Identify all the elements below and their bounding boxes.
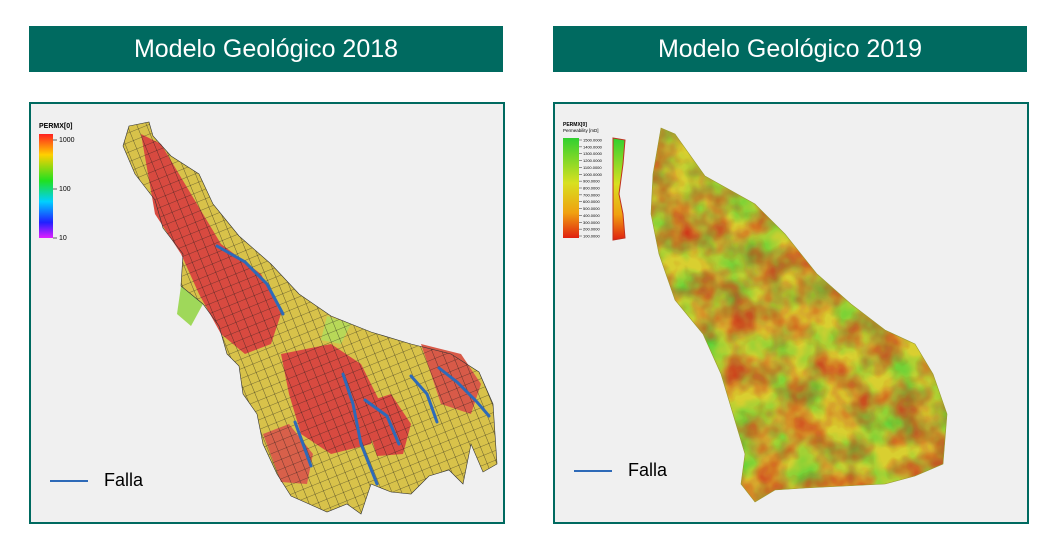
faults-2018 [215, 244, 491, 486]
colorbar-tick-2018-0: 1000 [59, 137, 75, 144]
fault-line [409, 374, 439, 424]
model-2019-map: PERMX[0] Permeability [mD] 1500.00001400… [563, 122, 948, 503]
header-2019: Modelo Geológico 2019 [553, 26, 1027, 72]
legend-label-2018: Falla [104, 470, 144, 490]
colorbar-tick-2019: 1100.0000 [583, 165, 602, 170]
colorbar-tick-2019: 600.0000 [583, 199, 600, 204]
header-2018: Modelo Geológico 2018 [29, 26, 503, 72]
fault-line [363, 398, 401, 446]
colorbar-sublabel-2019: Permeability [mD] [563, 128, 599, 133]
legend-2019: Falla [574, 460, 667, 481]
reservoir-outline-2019 [650, 127, 948, 503]
colorbar-label-2019: PERMX[0] [563, 122, 587, 128]
fault-line [215, 244, 285, 316]
colorbar-tick-2019: 100.0000 [583, 234, 600, 239]
colorbar-tick-2019: 1000.0000 [583, 172, 603, 177]
colorbar-tick-2019: 900.0000 [583, 179, 600, 184]
colorbar-tick-2019: 400.0000 [583, 213, 600, 218]
colorbar-2019 [563, 138, 579, 238]
fault-line [341, 372, 379, 486]
fault-line-swatch [50, 479, 88, 482]
colorbar-label-2018: PERMX[0] [39, 123, 72, 130]
model-2018-map: PERMX[0] 1000 100 10 [39, 121, 498, 515]
panel-model-2019: PERMX[0] Permeability [mD] 1500.0000 1400… [553, 102, 1029, 524]
colorbar-tick-2019: 1300.0000 [583, 151, 603, 156]
fault-line [293, 420, 313, 468]
histogram-2019 [612, 137, 626, 241]
fault-line-swatch [574, 469, 612, 472]
colorbar-tick-2019: 500.0000 [583, 206, 600, 211]
colorbar-tick-2019: 800.0000 [583, 186, 600, 191]
colorbar-tick-2019: 1500.0000 [583, 138, 603, 143]
legend-label-2019: Falla [628, 460, 668, 480]
colorbar-tick-2019: 1200.0000 [583, 158, 603, 163]
colorbar-2018 [39, 134, 53, 238]
header-title-2019: Modelo Geológico 2019 [657, 34, 923, 63]
reservoir-grid-2018 [122, 121, 498, 515]
colorbar-tick-2019: 300.0000 [583, 220, 600, 225]
colorbar-tick-2019: 200.0000 [583, 227, 600, 232]
panel-model-2018: PERMX[0] 1000 100 10 [29, 102, 505, 524]
legend-2018: Falla [50, 470, 143, 491]
header-title-2018: Modelo Geológico 2018 [133, 34, 399, 63]
colorbar-tick-2019: 700.0000 [583, 192, 600, 197]
colorbar-tick-2019: 1400.0000 [583, 144, 603, 149]
colorbar-tick-2018-1: 100 [59, 186, 71, 193]
fault-line [437, 366, 491, 418]
colorbar-tick-2018-2: 10 [59, 235, 67, 242]
